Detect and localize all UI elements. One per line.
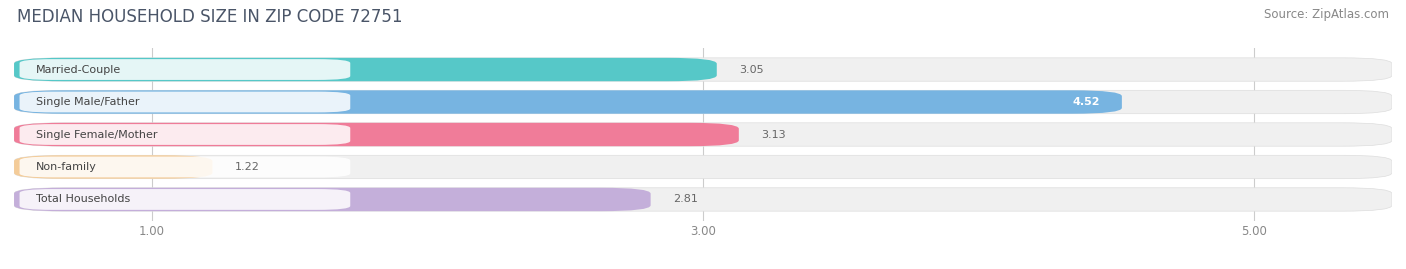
Text: Married-Couple: Married-Couple — [37, 65, 121, 75]
Text: Source: ZipAtlas.com: Source: ZipAtlas.com — [1264, 8, 1389, 21]
FancyBboxPatch shape — [14, 155, 1392, 179]
FancyBboxPatch shape — [14, 155, 212, 179]
FancyBboxPatch shape — [14, 123, 738, 146]
FancyBboxPatch shape — [14, 188, 1392, 211]
Text: Single Male/Father: Single Male/Father — [37, 97, 139, 107]
FancyBboxPatch shape — [14, 90, 1392, 114]
FancyBboxPatch shape — [20, 124, 350, 145]
FancyBboxPatch shape — [14, 58, 717, 81]
Text: Total Households: Total Households — [37, 194, 131, 204]
FancyBboxPatch shape — [14, 58, 1392, 81]
Text: 4.52: 4.52 — [1073, 97, 1099, 107]
Text: MEDIAN HOUSEHOLD SIZE IN ZIP CODE 72751: MEDIAN HOUSEHOLD SIZE IN ZIP CODE 72751 — [17, 8, 402, 26]
Text: 1.22: 1.22 — [235, 162, 259, 172]
FancyBboxPatch shape — [20, 92, 350, 112]
FancyBboxPatch shape — [20, 189, 350, 210]
Text: 3.05: 3.05 — [738, 65, 763, 75]
Text: 2.81: 2.81 — [672, 194, 697, 204]
FancyBboxPatch shape — [20, 59, 350, 80]
FancyBboxPatch shape — [14, 90, 1122, 114]
FancyBboxPatch shape — [14, 188, 651, 211]
FancyBboxPatch shape — [14, 123, 1392, 146]
Text: Non-family: Non-family — [37, 162, 97, 172]
FancyBboxPatch shape — [20, 157, 350, 177]
Text: Single Female/Mother: Single Female/Mother — [37, 129, 157, 140]
Text: 3.13: 3.13 — [761, 129, 786, 140]
